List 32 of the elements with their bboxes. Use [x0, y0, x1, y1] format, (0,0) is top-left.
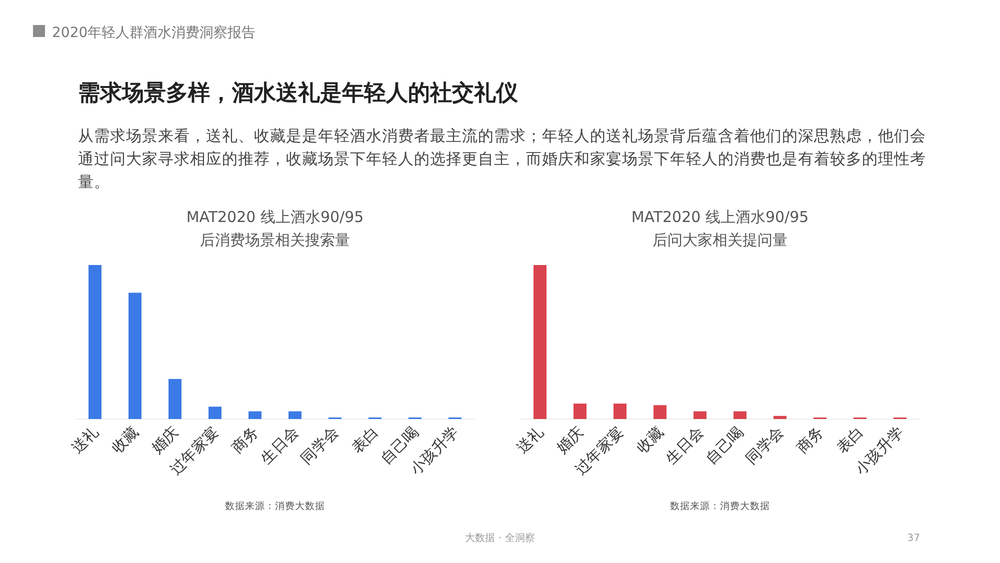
text: 大数据 · 全洞察: [465, 532, 535, 544]
text: 从需求场景来看，送礼、收藏是是年轻酒水消费者最主流的需求；年轻人的送礼场景背后蕴含着他们的深思熟虑，他们会通过问大家寻求相应的推荐，收藏场景下年轻人的选择更自主，而婚庆和家宴场景下年轻人的消费也是有着较多的理性考量。: [78, 127, 926, 191]
x-tick-label: 同学会: [297, 423, 342, 468]
x-tick-label: 送礼: [68, 423, 102, 458]
bar: [128, 292, 142, 419]
bar: [774, 416, 786, 419]
bar: [574, 404, 586, 419]
x-tick-label: 表白: [348, 423, 382, 458]
text: 2020年轻人群酒水消费洞察报告: [52, 25, 256, 41]
x-tick-label: 收藏: [108, 423, 142, 458]
source-note: 数据来源：消费大数据: [670, 500, 770, 512]
bar: [288, 411, 302, 419]
text: 需求场景多样，酒水送礼是年轻人的社交礼仪: [78, 80, 519, 106]
chart-title: MAT2020 线上酒水90/95后问大家相关提问量: [631, 208, 809, 249]
source-note: 数据来源：消费大数据: [225, 500, 325, 512]
x-tick-label: 商务: [228, 423, 262, 458]
bar: [694, 411, 706, 419]
x-tick-label: 商务: [792, 423, 827, 458]
x-tick-label: 婚庆: [552, 423, 587, 458]
bar: [614, 404, 626, 419]
bar: [654, 405, 666, 419]
bar: [168, 378, 182, 419]
x-tick-label: 收藏: [632, 423, 667, 458]
bar: [88, 265, 102, 419]
bar: [248, 411, 262, 419]
bar: [734, 411, 746, 419]
bar: [208, 406, 222, 419]
chart-title: MAT2020 线上酒水90/95后消费场景相关搜索量: [186, 208, 364, 249]
x-tick-label: 送礼: [512, 423, 547, 458]
bar: [534, 265, 546, 419]
text: 37: [907, 533, 920, 544]
x-tick-label: 婚庆: [148, 423, 182, 458]
